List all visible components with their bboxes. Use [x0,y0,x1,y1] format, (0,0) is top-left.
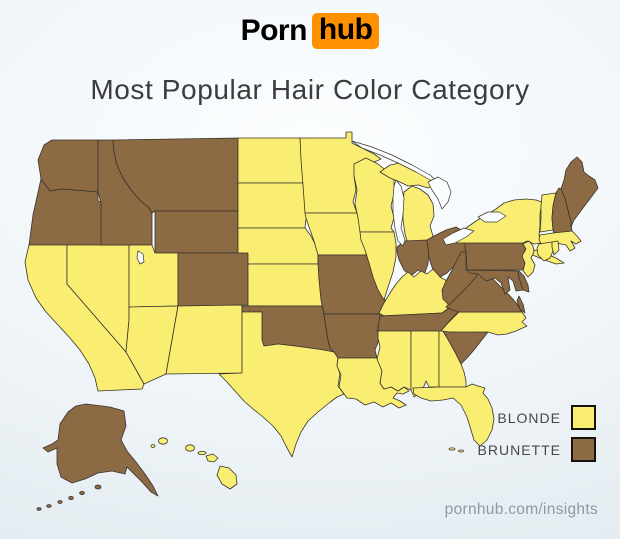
state-kansas [247,263,323,307]
state-hawaii-kauai [158,437,168,445]
legend-label-blonde: BLONDE [497,409,561,426]
state-illinois [359,231,397,301]
state-alaska-aleutian-3 [57,500,63,504]
state-indiana [396,239,430,277]
state-virginia-eastern-shore [516,295,526,314]
state-washington [37,139,99,193]
state-alaska-aleutian-5 [36,507,42,511]
state-hawaii-oahu [185,444,195,452]
state-maine [560,156,599,228]
state-hawaii-maui [205,453,219,463]
lake-ontario [477,211,507,223]
lake-erie [442,227,475,246]
state-alaska-kodiak [94,484,102,490]
state-colorado [177,252,249,307]
state-pennsylvania [464,242,527,271]
source-url: pornhub.com/insights [444,501,598,518]
legend-item-blonde: BLONDE [497,405,596,430]
legend-swatch-brunette [571,437,596,462]
pornhub-logo: Porn hub [0,13,620,49]
state-north-carolina [440,311,528,336]
legend-swatch-blonde [571,405,596,430]
state-mississippi [376,330,412,392]
state-florida-keys-1 [448,447,456,451]
logo-text-hub: hub [318,13,373,46]
state-south-dakota [237,182,308,229]
state-wyoming [154,210,239,254]
great-salt-lake [136,250,145,265]
logo-hub-box: hub [311,13,380,49]
state-alaska [42,403,159,497]
state-south-carolina [442,330,489,365]
state-maryland [466,269,524,295]
state-arkansas [323,313,386,359]
state-new-york [456,198,543,245]
state-new-jersey [521,240,536,278]
state-hawaii-big-island [216,465,238,490]
legend-item-brunette: BRUNETTE [478,437,596,462]
state-alaska-aleutian-1 [79,490,85,495]
state-hawaii-niihau [150,444,156,448]
state-nebraska [237,227,319,265]
state-utah [128,244,179,308]
state-new-mexico [165,304,243,375]
logo-text-porn: Porn [240,14,308,47]
state-alaska-aleutian-4 [46,504,52,508]
state-florida [412,383,495,447]
page-title: Most Popular Hair Color Category [90,74,530,105]
lake-huron [427,176,452,210]
legend-label-brunette: BRUNETTE [477,441,561,458]
state-wisconsin [353,157,395,233]
state-texas [218,311,345,458]
state-michigan-lower [402,185,435,248]
state-alaska-aleutian-2 [68,495,74,500]
state-hawaii-molokai [197,450,207,455]
state-rhode-island [551,240,560,256]
lake-michigan [392,179,406,247]
state-north-dakota [237,137,304,184]
state-florida-keys-2 [458,449,464,453]
